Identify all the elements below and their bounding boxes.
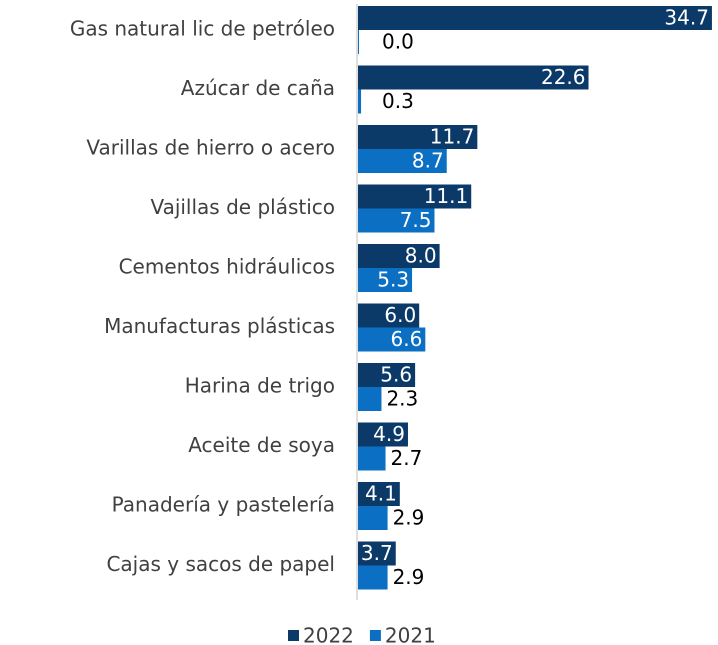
bar <box>358 387 382 411</box>
value-label: 5.3 <box>377 268 409 292</box>
bar <box>358 482 400 506</box>
category-label: Vajillas de plástico <box>150 195 335 219</box>
value-label: 2.3 <box>386 387 418 411</box>
value-label: 4.1 <box>365 482 397 506</box>
bar <box>358 446 386 471</box>
bar <box>358 327 426 352</box>
value-label: 2.9 <box>393 565 425 589</box>
bar <box>358 30 359 54</box>
bar <box>358 125 478 149</box>
bar <box>358 268 413 292</box>
value-label: 6.6 <box>391 327 423 351</box>
value-label: 0.3 <box>382 89 414 113</box>
category-label: Gas natural lic de petróleo <box>70 17 335 41</box>
value-label: 11.7 <box>430 125 475 149</box>
legend-label: 2021 <box>385 624 436 645</box>
category-label: Varillas de hierro o acero <box>86 136 335 160</box>
bar <box>358 541 396 566</box>
bar <box>358 6 712 30</box>
bar <box>358 422 408 447</box>
value-label: 4.9 <box>373 422 405 446</box>
value-label: 2.7 <box>391 446 423 470</box>
value-label: 3.7 <box>361 541 393 565</box>
bar <box>358 149 447 173</box>
category-label: Manufacturas plásticas <box>104 314 335 338</box>
value-label: 34.7 <box>664 6 709 30</box>
value-label: 8.7 <box>412 149 444 173</box>
category-label: Aceite de soya <box>188 433 335 457</box>
category-label: Azúcar de caña <box>181 76 335 100</box>
value-label: 11.1 <box>424 184 469 208</box>
category-label: Cementos hidráulicos <box>119 255 335 279</box>
value-label: 22.6 <box>541 65 586 89</box>
legend-swatch <box>288 630 299 641</box>
bar <box>358 89 362 114</box>
value-label: 6.0 <box>384 303 416 327</box>
bar <box>358 244 440 268</box>
legend-label: 2022 <box>303 624 354 645</box>
bar <box>358 506 388 530</box>
value-label: 8.0 <box>405 244 437 268</box>
bar <box>358 208 435 233</box>
category-label: Panadería y pastelería <box>112 493 335 517</box>
category-label: Cajas y sacos de papel <box>106 552 335 576</box>
value-label: 7.5 <box>400 208 432 232</box>
bar <box>358 184 472 209</box>
value-label: 0.0 <box>382 30 414 54</box>
bar <box>358 565 388 590</box>
value-label: 2.9 <box>393 506 425 530</box>
bar <box>358 303 420 328</box>
value-label: 5.6 <box>380 363 412 387</box>
category-label: Harina de trigo <box>185 374 335 398</box>
bar <box>358 363 416 387</box>
legend-swatch <box>369 630 381 641</box>
bar <box>358 65 589 90</box>
